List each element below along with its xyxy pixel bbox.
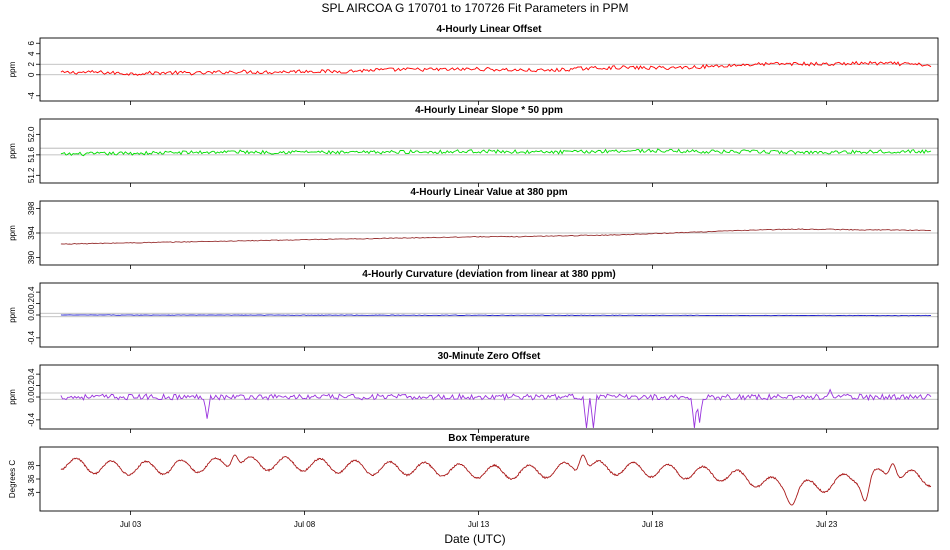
y-axis-label: ppm bbox=[8, 307, 17, 323]
y-tick-label: 0.2 bbox=[27, 379, 36, 391]
series-line bbox=[60, 148, 932, 157]
series-line bbox=[60, 388, 932, 429]
y-axis-label: ppm bbox=[8, 225, 17, 241]
x-tick-label: Jul 18 bbox=[642, 520, 664, 529]
panel-title: Box Temperature bbox=[448, 433, 530, 444]
y-tick-label: 398 bbox=[27, 201, 36, 215]
x-tick-label: Jul 08 bbox=[294, 520, 316, 529]
panel-1: 4-Hourly Linear Offset -4 0 2 4 6 ppm bbox=[8, 24, 939, 105]
y-tick-label: -0.4 bbox=[27, 412, 36, 426]
plot-frame bbox=[39, 118, 939, 184]
panel-title: 30-Minute Zero Offset bbox=[438, 351, 541, 362]
panels: 4-Hourly Linear Offset-40246ppm4-Hourly … bbox=[8, 24, 939, 515]
y-axis-label: ppm bbox=[8, 61, 17, 77]
plot-frame bbox=[39, 364, 939, 430]
y-tick-label: 36 bbox=[27, 474, 36, 483]
panel-title: 4-Hourly Linear Slope * 50 ppm bbox=[415, 105, 563, 116]
y-tick-label: 0.0 bbox=[27, 309, 36, 321]
y-tick-label: 0.4 bbox=[27, 368, 36, 380]
plot-frame bbox=[39, 446, 939, 512]
y-axis-label: Degrees C bbox=[8, 460, 17, 498]
y-tick-label: 2 bbox=[27, 61, 36, 66]
y-axis-label: ppm bbox=[8, 389, 17, 405]
panel-title: 4-Hourly Linear Value at 380 ppm bbox=[410, 187, 567, 198]
panel-3: 4-Hourly Linear Value at 380 ppm 390 394 39… bbox=[8, 187, 939, 269]
y-tick-label: 51.6 bbox=[27, 147, 36, 163]
y-tick-label: 0.2 bbox=[27, 297, 36, 309]
x-tick-label: Jul 13 bbox=[468, 520, 490, 529]
x-tick-label: Jul 03 bbox=[120, 520, 142, 529]
series-line bbox=[60, 60, 932, 76]
y-tick-label: 4 bbox=[27, 51, 36, 56]
x-axis-ticks: Jul 03 Jul 08 Jul 13 Jul 18 Jul 23 bbox=[120, 520, 838, 529]
y-tick-label: 6 bbox=[27, 40, 36, 45]
y-axis-label: ppm bbox=[8, 143, 17, 159]
y-tick-label: 0 bbox=[27, 72, 36, 77]
panel-2: 4-Hourly Linear Slope * 50 ppm 51.2 51.6 52… bbox=[8, 105, 939, 187]
x-axis-label: Date (UTC) bbox=[444, 532, 505, 546]
y-tick-label: -0.4 bbox=[27, 330, 36, 344]
panel-4: 4-Hourly Curvature (deviation from linea… bbox=[8, 269, 939, 351]
y-tick-label: -4 bbox=[27, 92, 36, 100]
y-tick-label: 51.2 bbox=[27, 167, 36, 183]
y-tick-label: 38 bbox=[27, 461, 36, 470]
series-line bbox=[60, 454, 932, 506]
x-tick-label: Jul 23 bbox=[816, 520, 838, 529]
y-tick-label: 0.0 bbox=[27, 391, 36, 403]
y-tick-label: 390 bbox=[27, 250, 36, 264]
panel-title: 4-Hourly Curvature (deviation from linea… bbox=[362, 269, 615, 280]
panel-6: Box Temperature 34 36 38 Degrees C bbox=[8, 433, 939, 515]
y-tick-label: 394 bbox=[27, 226, 36, 240]
panel-title: 4-Hourly Linear Offset bbox=[436, 24, 542, 35]
plot-frame bbox=[39, 37, 939, 102]
main-title: SPL AIRCOA G 170701 to 170726 Fit Parame… bbox=[321, 1, 628, 15]
panel-5: 30-Minute Zero Offset -0.4 0.00.20.4 ppm bbox=[8, 351, 939, 433]
y-tick-label: 0.4 bbox=[27, 286, 36, 298]
y-tick-label: 34 bbox=[27, 487, 36, 496]
series-line bbox=[60, 228, 932, 245]
series-line bbox=[60, 314, 932, 317]
y-tick-label: 52.0 bbox=[27, 126, 36, 142]
